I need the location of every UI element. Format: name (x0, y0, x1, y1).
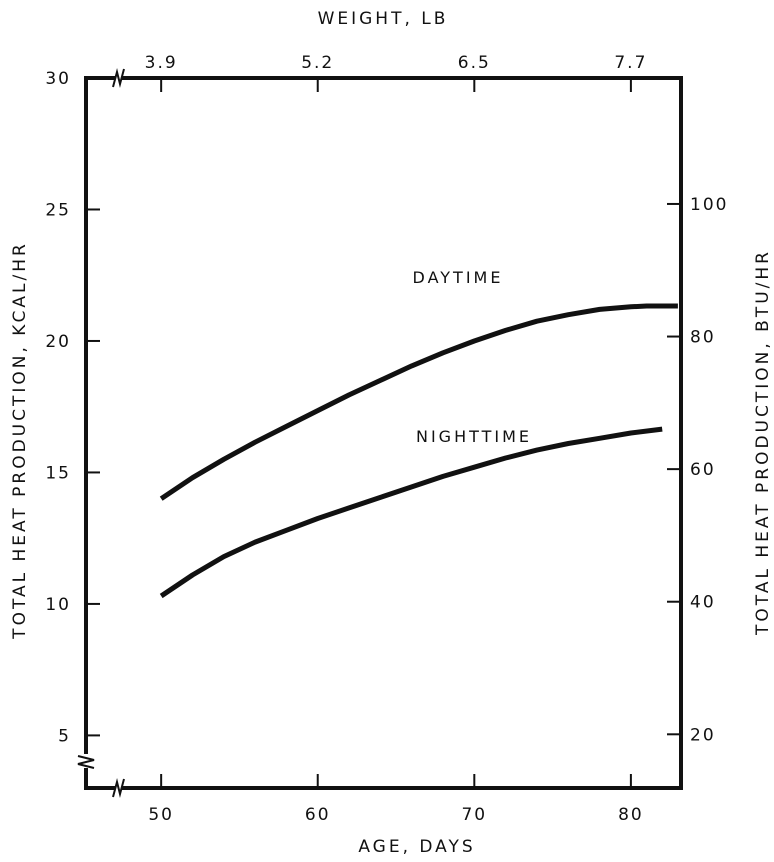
series-line-daytime (159, 303, 678, 501)
x-tick-label: 60 (305, 805, 331, 825)
y-tick-label: 15 (45, 463, 71, 483)
plot-frame (77, 68, 683, 798)
y-tick-label: 20 (45, 332, 71, 352)
y2-tick-label: 20 (690, 725, 716, 745)
y2-axis-title: TOTAL HEAT PRODUCTION, BTU/HR (753, 249, 773, 636)
y-tick-label: 30 (45, 69, 71, 89)
x-break-mark-top (112, 68, 125, 88)
x-tick-label: 70 (461, 805, 487, 825)
y2-tick-label: 80 (690, 328, 716, 348)
x2-tick-label: 6.5 (458, 53, 491, 73)
series-label-daytime: DAYTIME (413, 268, 504, 287)
x-tick-label: 50 (148, 805, 174, 825)
text-labels: AGE, DAYS WEIGHT, LB TOTAL HEAT PRODUCTI… (10, 9, 773, 857)
y-break-mark (77, 755, 95, 769)
x2-axis-title: WEIGHT, LB (318, 9, 449, 29)
x-axis-title: AGE, DAYS (358, 837, 475, 857)
y2-tick-label: 60 (690, 460, 716, 480)
x-break-mark-bottom (112, 778, 125, 798)
x2-tick-label: 7.7 (614, 53, 647, 73)
x2-tick-label: 5.2 (301, 53, 334, 73)
y-tick-label: 10 (45, 595, 71, 615)
y-tick-label: 25 (45, 200, 71, 220)
y2-tick-label: 40 (690, 593, 716, 613)
series-line-nighttime (159, 426, 663, 599)
y-axis-title: TOTAL HEAT PRODUCTION, KCAL/HR (10, 241, 30, 640)
x-tick-label: 80 (618, 805, 644, 825)
axis-ticks: 50 60 70 80 3.9 5.2 6.5 7.7 5 10 15 20 25 30 20 40 60 80 1… (45, 53, 728, 825)
x2-tick-label: 3.9 (145, 53, 178, 73)
y2-tick-label: 100 (690, 195, 728, 215)
series-lines (159, 303, 678, 599)
series-label-nighttime: NIGHTTIME (416, 427, 532, 446)
y-tick-label: 5 (58, 726, 71, 746)
